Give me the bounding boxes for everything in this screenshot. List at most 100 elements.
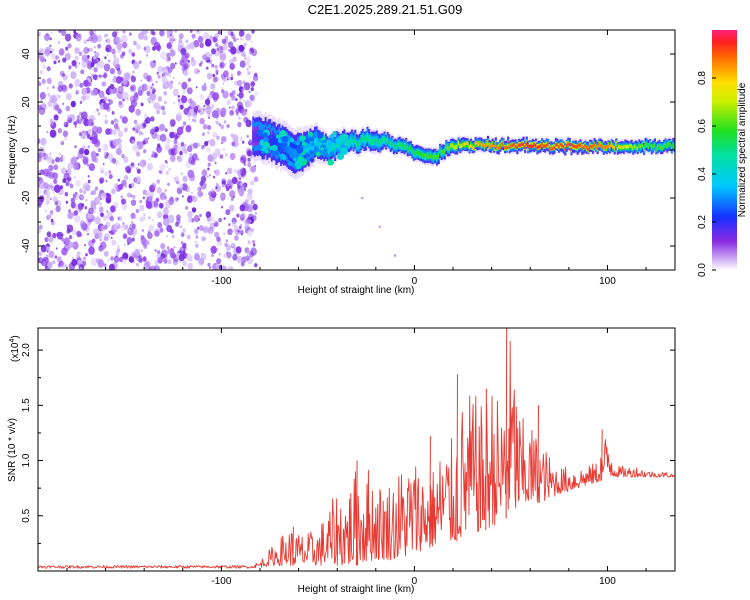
heatmap-noise-cell <box>165 80 170 86</box>
heatmap-noise-cell <box>232 56 237 62</box>
heatmap-ridge-cell <box>408 147 411 152</box>
heatmap-noise-cell <box>48 250 55 259</box>
heatmap-noise-cell <box>201 84 207 92</box>
heatmap-noise-cell <box>186 196 193 204</box>
heatmap-noise-cell <box>79 147 85 154</box>
heatmap-noise-cell <box>78 132 82 137</box>
heatmap-noise-cell <box>96 126 103 134</box>
heatmap-noise-cell <box>156 109 160 115</box>
heatmap-ridge-cell <box>335 140 338 148</box>
heatmap-noise-cell <box>84 206 88 210</box>
heatmap-noise-cell <box>42 260 47 266</box>
heatmap-noise-cell <box>55 205 61 213</box>
heatmap-noise-cell <box>74 64 78 69</box>
heatmap-ridge-cell <box>402 143 405 148</box>
heatmap-noise-cell <box>234 231 238 235</box>
heatmap-noise-cell <box>99 177 105 184</box>
heatmap-noise-cell <box>56 256 62 263</box>
snr-scale-prefix: (x10 <box>10 342 21 362</box>
heatmap-noise-cell <box>121 223 126 228</box>
heatmap-noise-cell <box>45 265 48 269</box>
snr-y-tick-label: 0.5 <box>21 508 32 522</box>
heatmap-noise-cell <box>87 48 90 52</box>
spectrogram-x-tick-label: 0 <box>412 276 418 287</box>
heatmap-noise-cell <box>138 32 145 40</box>
heatmap-ridge-cell <box>626 145 629 149</box>
heatmap-noise-cell <box>106 38 111 44</box>
heatmap-noise-cell <box>164 189 167 192</box>
heatmap-noise-cell <box>194 68 199 75</box>
heatmap-ridge-cell <box>431 155 434 160</box>
heatmap-noise-cell <box>39 195 45 203</box>
heatmap-noise-cell <box>212 73 216 78</box>
heatmap-ridge-cell <box>613 146 616 150</box>
heatmap-noise-cell <box>110 206 116 213</box>
heatmap-noise-cell <box>149 78 153 83</box>
snr-series-line <box>38 340 675 569</box>
heatmap-ridge-cell <box>596 146 599 150</box>
heatmap-noise-cell <box>135 108 141 116</box>
heatmap-noise-cell <box>115 91 120 97</box>
heatmap-noise-cell <box>186 234 191 240</box>
heatmap-ridge-cell <box>516 145 519 149</box>
heatmap-noise-cell <box>105 39 108 43</box>
heatmap-noise-cell <box>199 94 205 100</box>
heatmap-ridge-blob <box>332 131 337 135</box>
heatmap-noise-cell <box>243 99 245 102</box>
heatmap-ridge-cell <box>579 143 582 147</box>
heatmap-noise-cell <box>97 231 103 239</box>
heatmap-noise-cell <box>113 75 117 79</box>
heatmap-ridge-cell <box>525 142 528 146</box>
heatmap-ridge-cell <box>592 144 595 149</box>
spectrogram-x-tick-label: -100 <box>211 276 231 287</box>
heatmap-ridge-cell <box>446 146 449 150</box>
heatmap-noise-cell <box>206 146 211 153</box>
heatmap-noise-cell <box>41 78 46 85</box>
heatmap-noise-cell <box>180 48 187 56</box>
heatmap-noise-cell <box>223 120 227 124</box>
heatmap-noise-cell <box>211 110 219 119</box>
heatmap-noise-cell <box>224 62 227 66</box>
heatmap-noise-cell <box>52 232 57 239</box>
heatmap-ridge-cell <box>595 145 598 149</box>
heatmap-noise-cell <box>254 91 258 96</box>
heatmap-noise-cell <box>187 77 191 82</box>
heatmap-noise-cell <box>152 91 155 95</box>
heatmap-ridge-cell <box>542 144 545 148</box>
heatmap-noise-cell <box>114 42 117 45</box>
heatmap-ridge-cell <box>585 145 588 150</box>
heatmap-noise-cell <box>163 91 167 96</box>
heatmap-noise-cell <box>179 104 184 110</box>
heatmap-ridge-blob <box>329 134 335 139</box>
heatmap-noise-cell <box>76 230 82 238</box>
heatmap-ridge-cell <box>530 144 533 148</box>
heatmap-noise-cell <box>94 186 99 191</box>
heatmap-ridge-blob <box>277 138 283 144</box>
heatmap-ridge-cell <box>476 140 479 145</box>
heatmap-noise-cell <box>177 41 184 49</box>
heatmap-noise-cell <box>202 132 205 137</box>
heatmap-noise-cell <box>215 186 218 189</box>
heatmap-noise-cell <box>208 173 211 177</box>
heatmap-noise-cell <box>244 85 248 90</box>
heatmap-noise-cell <box>230 133 234 138</box>
snr-peak-spike <box>485 388 487 531</box>
heatmap-ridge-cell <box>395 144 399 149</box>
heatmap-noise-cell <box>174 30 178 33</box>
heatmap-noise-cell <box>142 123 147 129</box>
heatmap-noise-cell <box>240 37 243 41</box>
heatmap-noise-cell <box>236 169 242 176</box>
heatmap-noise-cell <box>45 200 50 206</box>
heatmap-noise-cell <box>134 91 136 94</box>
heatmap-ridge-cell <box>584 144 587 148</box>
heatmap-noise-cell <box>187 145 193 153</box>
heatmap-noise-cell <box>231 133 239 142</box>
heatmap-ridge-blob <box>269 145 274 151</box>
spectrogram-panel: -100 0 100 -40 -20 0 20 40 Height of straight … <box>7 29 676 296</box>
heatmap-noise-cell <box>111 158 117 164</box>
heatmap-noise-cell <box>97 60 105 69</box>
heatmap-noise-cell <box>92 74 98 81</box>
heatmap-ridge-cell <box>599 144 602 148</box>
heatmap-noise-cell <box>92 33 98 40</box>
heatmap-noise-cell <box>151 183 157 190</box>
